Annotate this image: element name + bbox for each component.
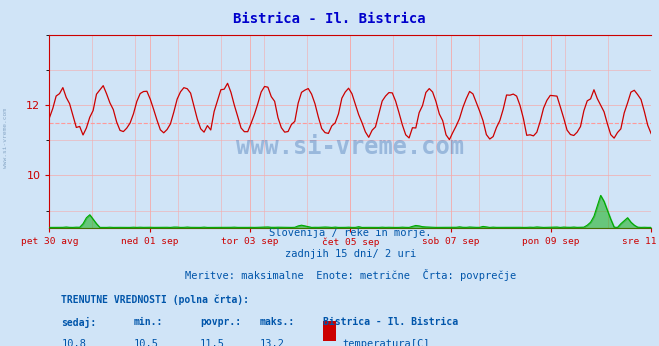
Text: maks.:: maks.: <box>260 317 295 327</box>
Text: 11,5: 11,5 <box>200 339 225 346</box>
Text: Meritve: maksimalne  Enote: metrične  Črta: povprečje: Meritve: maksimalne Enote: metrične Črta… <box>185 269 516 281</box>
Text: zadnjih 15 dni/ 2 uri: zadnjih 15 dni/ 2 uri <box>285 249 416 259</box>
Text: 10,5: 10,5 <box>134 339 159 346</box>
Text: www.si-vreme.com: www.si-vreme.com <box>3 108 8 169</box>
Text: 10,8: 10,8 <box>61 339 86 346</box>
Text: Slovenija / reke in morje.: Slovenija / reke in morje. <box>269 228 432 238</box>
Text: sedaj:: sedaj: <box>61 317 97 328</box>
Text: www.si-vreme.com: www.si-vreme.com <box>237 135 464 159</box>
Text: povpr.:: povpr.: <box>200 317 241 327</box>
Text: 13,2: 13,2 <box>260 339 285 346</box>
Bar <box>323 321 337 342</box>
Text: min.:: min.: <box>134 317 163 327</box>
Text: Bistrica - Il. Bistrica: Bistrica - Il. Bistrica <box>233 12 426 26</box>
Text: TRENUTNE VREDNOSTI (polna črta):: TRENUTNE VREDNOSTI (polna črta): <box>61 294 250 305</box>
Text: Bistrica - Il. Bistrica: Bistrica - Il. Bistrica <box>323 317 458 327</box>
Text: temperatura[C]: temperatura[C] <box>343 339 430 346</box>
